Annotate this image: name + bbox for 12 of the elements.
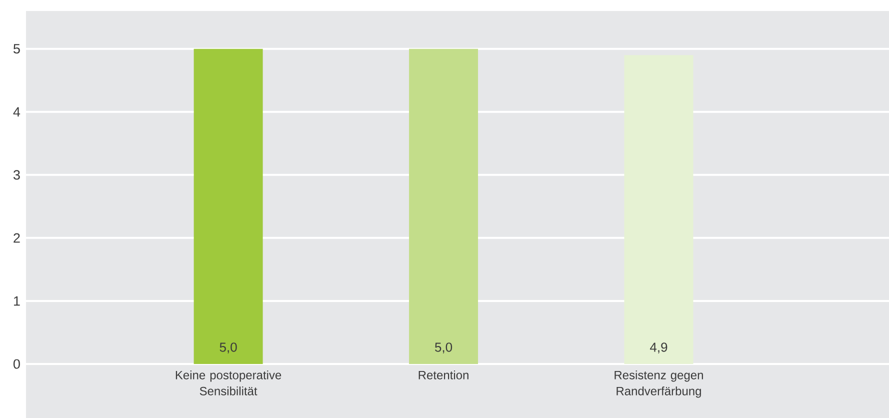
y-tick-label: 5 bbox=[13, 44, 20, 54]
data-label: 4,9 bbox=[650, 342, 668, 354]
y-tick-label: 4 bbox=[13, 107, 20, 116]
y-tick-label: 3 bbox=[13, 170, 20, 180]
y-tick-label: 2 bbox=[14, 233, 20, 243]
x-tick-label: Keine postoperative Sensibilität bbox=[176, 370, 282, 396]
y-tick-label: 0 bbox=[13, 359, 20, 369]
y-tick-label: 1 bbox=[14, 296, 20, 306]
data-label: 5,0 bbox=[220, 342, 237, 354]
x-tick-label: Retention bbox=[418, 370, 468, 380]
x-tick-label: Resistenz gegen Randverfärbung bbox=[614, 370, 703, 398]
data-label: 5,0 bbox=[434, 342, 452, 354]
